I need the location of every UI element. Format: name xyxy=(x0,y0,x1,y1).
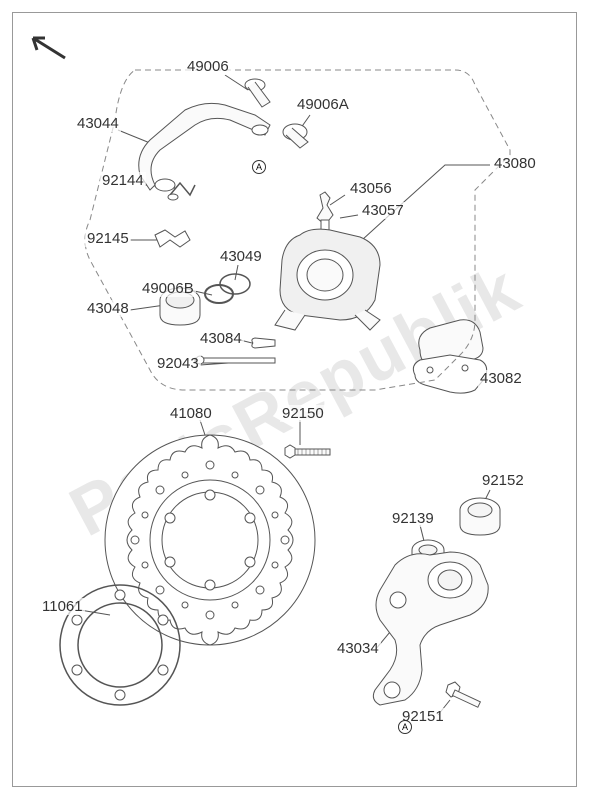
label-43056: 43056 xyxy=(348,180,394,197)
label-43044: 43044 xyxy=(75,115,121,132)
label-43084: 43084 xyxy=(198,330,244,347)
label-92043: 92043 xyxy=(155,355,201,372)
label-11061: 11061 xyxy=(40,598,85,615)
label-92139: 92139 xyxy=(390,510,436,527)
label-49006a: 49006A xyxy=(295,96,351,113)
collar-icon xyxy=(455,495,505,540)
label-43080: 43080 xyxy=(492,155,538,172)
bolt-icon xyxy=(440,680,490,720)
label-92144: 92144 xyxy=(100,172,146,189)
label-49006b: 49006B xyxy=(140,280,196,297)
label-41080: 41080 xyxy=(168,405,214,422)
label-92150: 92150 xyxy=(280,405,326,422)
marker-a-1: A xyxy=(252,160,266,174)
label-43082: 43082 xyxy=(478,370,524,387)
label-92152: 92152 xyxy=(480,472,526,489)
marker-a-2: A xyxy=(398,720,412,734)
label-49006: 49006 xyxy=(185,58,231,75)
label-43057: 43057 xyxy=(360,202,406,219)
label-92145: 92145 xyxy=(85,230,131,247)
label-43049: 43049 xyxy=(218,248,264,265)
label-43048: 43048 xyxy=(85,300,131,317)
label-43034: 43034 xyxy=(335,640,381,657)
